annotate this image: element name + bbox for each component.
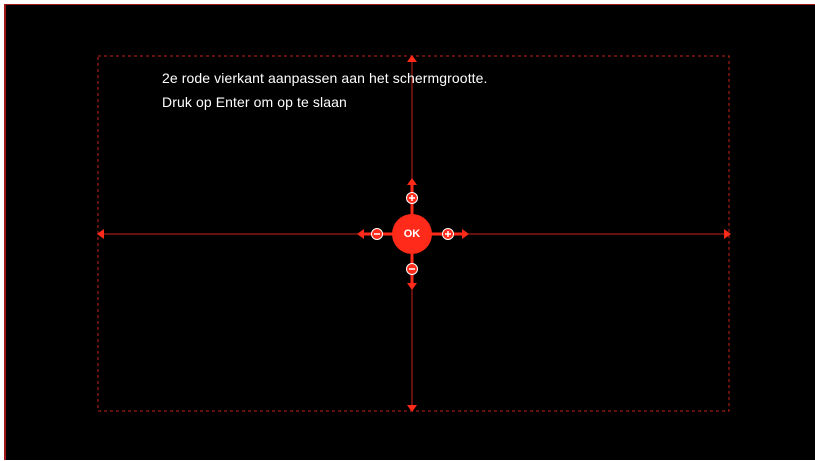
left-edge-arrow-icon bbox=[97, 229, 104, 239]
down-arrow-icon bbox=[407, 283, 417, 290]
top-edge-arrow-icon bbox=[407, 55, 417, 62]
instruction-line-2: Druk op Enter om op te slaan bbox=[162, 94, 347, 110]
decrease-bottom-control[interactable] bbox=[406, 263, 418, 291]
decrease-left-control[interactable] bbox=[357, 228, 383, 240]
left-arrow-icon bbox=[357, 229, 364, 239]
up-arrow-icon bbox=[407, 178, 417, 185]
calibration-screen: 2e rode vierkant aanpassen aan het scher… bbox=[4, 4, 815, 460]
overscan-guide bbox=[97, 55, 731, 412]
plus-icon bbox=[409, 195, 415, 201]
instruction-line-1: 2e rode vierkant aanpassen aan het scher… bbox=[162, 70, 488, 86]
increase-top-control[interactable] bbox=[406, 178, 418, 204]
ok-button[interactable]: OK bbox=[392, 214, 432, 254]
bottom-edge-arrow-icon bbox=[407, 405, 417, 412]
right-edge-arrow-icon bbox=[724, 229, 731, 239]
increase-right-control[interactable] bbox=[442, 228, 470, 240]
right-arrow-icon bbox=[462, 229, 469, 239]
plus-icon bbox=[445, 231, 451, 237]
